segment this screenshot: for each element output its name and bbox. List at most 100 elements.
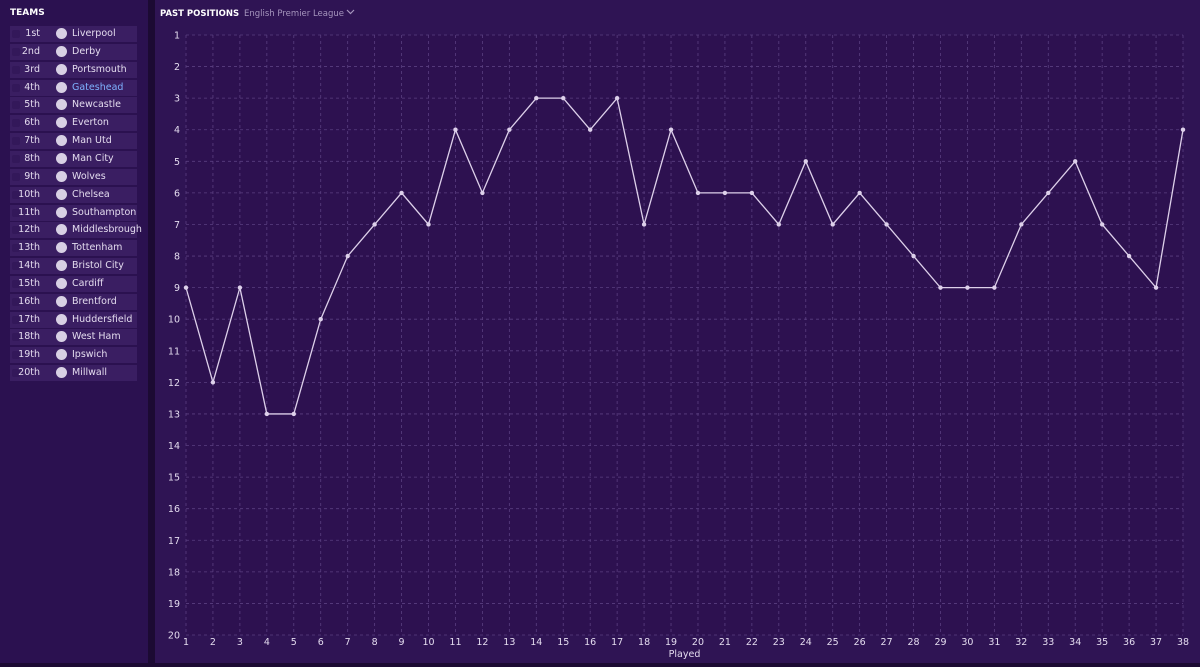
data-point [1180,127,1186,132]
team-rank: 10th [18,188,40,200]
team-row[interactable]: 2nd Derby [10,43,137,60]
team-row[interactable]: 13th Tottenham [10,240,137,257]
data-point [318,317,323,322]
team-row[interactable]: 14th Bristol City [10,258,137,275]
x-tick-label: 25 [827,637,839,648]
x-tick-label: 31 [988,637,1000,648]
x-tick-label: 28 [907,637,919,648]
team-badge [56,206,67,218]
team-row[interactable]: 10th Chelsea [10,186,137,203]
team-rank: 11th [18,206,40,218]
team-row[interactable]: 9th Wolves [10,168,137,185]
league-dropdown[interactable]: English Premier League [244,9,344,19]
dropdown-arrow[interactable] [346,9,355,15]
y-tick-label: 14 [168,441,180,452]
x-tick-label: 6 [318,637,324,648]
chart-title: PAST POSITIONS [160,9,239,19]
team-rank: 19th [18,349,40,361]
x-tick-label: 9 [399,637,405,648]
team-rank: 18th [18,331,40,343]
data-point [965,285,970,290]
x-tick-label: 5 [291,637,297,648]
x-tick-label: 17 [611,637,623,648]
x-tick-label: 11 [449,637,461,648]
row-checkbox [12,333,20,342]
y-tick-label: 10 [168,315,180,326]
team-name: Man City [72,152,114,164]
data-point [534,95,539,101]
row-checkbox [12,190,20,199]
row-checkbox [12,47,20,56]
data-point [237,285,243,290]
team-badge [56,188,67,200]
x-tick-label: 22 [746,637,758,648]
team-row[interactable]: 15th Cardiff [10,275,137,292]
team-row[interactable]: 6th Everton [10,115,137,132]
team-rank: 8th [24,152,40,164]
x-tick-label: 37 [1150,637,1162,648]
x-tick-label: 19 [665,637,677,648]
team-rank: 14th [18,260,40,272]
team-rank: 16th [18,295,40,307]
team-row[interactable]: 17th Huddersfield [10,311,137,328]
x-tick-label: 32 [1015,637,1027,648]
data-point [264,411,270,417]
data-point [803,159,808,164]
team-row[interactable]: 19th Ipswich [10,347,137,364]
team-row[interactable]: 3rd Portsmouth [10,61,137,78]
team-row[interactable]: 12th Middlesbrough [10,222,142,239]
team-row[interactable]: 1st Liverpool [10,26,137,42]
data-point [372,222,377,227]
team-row[interactable]: 18th West Ham [10,329,137,346]
data-point [587,127,593,132]
row-checkbox [12,226,20,235]
row-checkbox [12,369,20,378]
data-point [884,222,889,227]
y-tick-label: 13 [168,409,180,420]
team-name: Huddersfield [72,313,133,325]
data-point [695,190,701,196]
x-tick-label: 4 [264,637,270,648]
team-rank: 6th [24,117,40,129]
team-name: Millwall [72,367,107,379]
team-name: Brentford [72,295,117,307]
row-checkbox [12,154,20,163]
row-checkbox [12,244,20,253]
team-row[interactable]: 4th Gateshead [10,79,137,96]
x-tick-label: 15 [557,637,569,648]
team-row[interactable]: 11th Southampton [10,204,137,221]
panel-title: TEAMS [10,8,45,18]
team-rank: 2nd [21,45,40,57]
row-checkbox [12,351,20,360]
team-name: Derby [72,45,101,57]
data-point [857,190,862,196]
team-name: Man Utd [72,135,112,147]
team-row[interactable]: 16th Brentford [10,293,137,310]
team-badge [56,367,67,379]
x-tick-label: 36 [1123,637,1135,648]
team-row[interactable]: 5th Newcastle [10,97,137,114]
y-tick-label: 20 [168,631,180,642]
x-tick-label: 24 [800,637,812,648]
y-tick-label: 11 [168,346,180,357]
row-checkbox [12,208,20,217]
team-badge [56,170,67,182]
team-badge [56,135,67,147]
data-point [911,253,916,259]
y-tick-label: 6 [174,188,180,199]
y-tick-label: 9 [174,283,180,294]
team-row[interactable]: 8th Man City [10,150,137,167]
plot-area [186,35,1183,635]
team-name: Middlesbrough [72,224,142,236]
series-line [185,96,1184,415]
x-tick-label: 14 [530,637,542,648]
x-tick-label: 23 [773,637,785,648]
team-row[interactable]: 20th Millwall [10,365,137,382]
team-row[interactable]: 7th Man Utd [10,133,137,150]
team-rank: 12th [18,224,40,236]
team-badge [56,152,67,164]
team-badge [56,295,67,307]
x-tick-label: 35 [1096,637,1108,648]
x-tick-label: 34 [1069,637,1081,648]
